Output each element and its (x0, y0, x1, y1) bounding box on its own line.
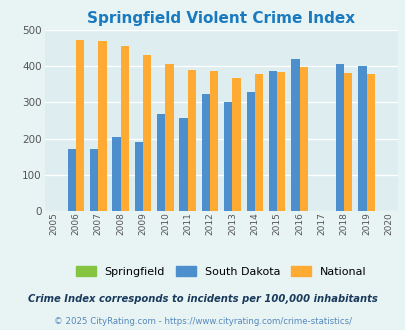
Title: Springfield Violent Crime Index: Springfield Violent Crime Index (87, 11, 354, 26)
Text: Crime Index corresponds to incidents per 100,000 inhabitants: Crime Index corresponds to incidents per… (28, 294, 377, 304)
Bar (335, 64, 343, 211)
Bar (246, 92, 254, 211)
Bar (90, 149, 98, 211)
Bar (187, 70, 196, 211)
Bar (224, 102, 232, 211)
Bar (98, 41, 107, 211)
Bar (157, 114, 165, 211)
Bar (232, 78, 240, 211)
Bar (277, 72, 285, 211)
Bar (143, 55, 151, 211)
Text: © 2025 CityRating.com - https://www.cityrating.com/crime-statistics/: © 2025 CityRating.com - https://www.city… (54, 317, 351, 326)
Bar (343, 73, 352, 211)
Bar (299, 67, 307, 211)
Bar (254, 74, 262, 211)
Bar (179, 118, 187, 211)
Bar (209, 71, 218, 211)
Bar (68, 149, 76, 211)
Bar (358, 66, 366, 211)
Bar (76, 40, 84, 211)
Bar (268, 72, 277, 211)
Bar (201, 94, 209, 211)
Bar (366, 74, 374, 211)
Bar (165, 64, 173, 211)
Legend: Springfield, South Dakota, National: Springfield, South Dakota, National (75, 266, 366, 277)
Bar (112, 137, 120, 211)
Bar (290, 59, 299, 211)
Bar (120, 46, 129, 211)
Bar (134, 142, 143, 211)
